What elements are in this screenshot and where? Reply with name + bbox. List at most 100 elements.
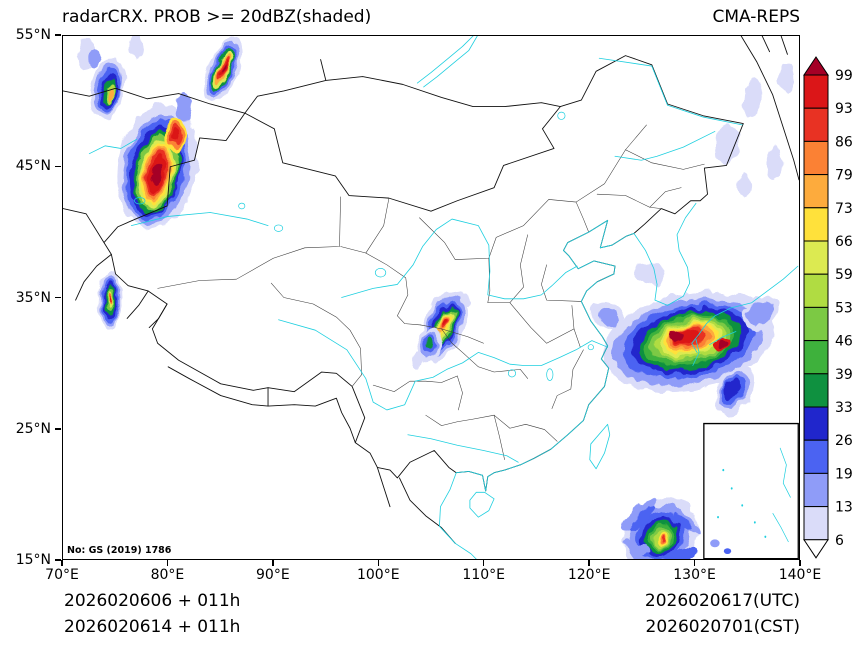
prob-shading-south-typhoon: [622, 540, 650, 557]
inset-island-dot: [717, 515, 719, 519]
prob-shading-east-china-sea: [779, 63, 794, 93]
y-tick-label: 35°N: [15, 289, 51, 306]
inset-island-dot: [722, 468, 725, 472]
tarim-river: [131, 213, 268, 226]
colorbar-extend-bottom: [803, 539, 829, 559]
colorbar-segment: [803, 240, 829, 275]
x-tick: [272, 560, 274, 566]
lake-issykkul: [134, 197, 145, 204]
prob-shading-south-typhoon: [665, 547, 697, 559]
colorbar: 99 93 86 79 73 66 59 53 46 39 33 26 19 13 6: [803, 56, 853, 559]
prob-shading-south-typhoon: [660, 536, 665, 540]
x-tick: [799, 560, 801, 566]
prob-shading-east-china-sea: [719, 339, 728, 347]
colorbar-segment: [803, 273, 829, 308]
province-borders: [158, 125, 705, 460]
x-tick-label: 80°E: [150, 567, 185, 583]
x-tick-label: 120°E: [567, 567, 611, 583]
license-number: No: GS (2019) 1786: [67, 545, 172, 556]
hainan-island: [470, 492, 494, 517]
china-map: [63, 36, 799, 559]
prob-shading-east-china-sea: [765, 147, 783, 179]
model-label: CMA-REPS: [712, 7, 800, 27]
colorbar-label: 86: [835, 134, 853, 150]
south-asia-borders: [168, 367, 455, 544]
inset-island-dot: [753, 521, 756, 524]
colorbar-segment: [803, 406, 829, 441]
mongolia-border: [245, 60, 560, 114]
y-tick-label: 15°N: [15, 552, 51, 568]
inset-shading-speck: [710, 539, 720, 548]
prob-shading-east-china-sea: [747, 300, 773, 326]
y-tick: [55, 296, 61, 299]
y-tick-label: 25°N: [15, 420, 51, 437]
x-tick-label: 130°E: [673, 567, 716, 583]
init-time-cst: 2026020614 + 011h: [64, 617, 241, 637]
prob-shading-central-china: [459, 295, 472, 308]
prob-shading-northwest-cluster: [151, 162, 163, 187]
lake-taihu: [588, 345, 593, 350]
x-tick-label: 90°E: [256, 567, 290, 583]
prob-shading-south-typhoon: [621, 499, 655, 530]
colorbar-segment: [803, 439, 829, 474]
taiwan-island: [590, 424, 610, 468]
prob-shading-south-typhoon: [631, 505, 656, 529]
colorbar-label: 26: [835, 433, 853, 449]
y-tick: [55, 165, 61, 167]
colorbar-segment: [803, 373, 829, 408]
colorbar-segment: [803, 207, 829, 242]
prob-shading-east-china-sea: [598, 308, 619, 329]
colorbar-label: 66: [835, 234, 853, 250]
colorbar-segment: [803, 506, 829, 541]
x-tick: [693, 560, 696, 566]
probability-shading-layer: [77, 36, 794, 559]
prob-shading-northwest-cluster: [89, 49, 100, 68]
colorbar-label: 53: [835, 300, 853, 316]
lake-balkhash: [89, 139, 136, 153]
prob-shading-central-china: [426, 337, 436, 350]
inset-shading-speck: [723, 548, 732, 555]
y-tick: [55, 34, 61, 36]
colorbar-label: 33: [835, 400, 853, 416]
yangtze-river: [279, 320, 608, 410]
lake-hulun: [558, 112, 565, 119]
colorbar-label: 39: [835, 367, 853, 383]
prob-shading-northwest-cluster: [221, 62, 227, 72]
prob-shading-northwest-cluster: [129, 36, 144, 59]
northwest-borders: [63, 88, 245, 327]
prob-shading-east-china-sea: [669, 331, 685, 342]
lake-baikal: [417, 36, 477, 87]
y-tick: [55, 428, 61, 430]
x-tick: [377, 560, 380, 566]
country-borders: [63, 36, 799, 543]
lake-dongting: [508, 370, 515, 377]
prob-shading-south-typhoon: [673, 512, 693, 532]
colorbar-label: 19: [835, 466, 853, 482]
yellow-river: [342, 219, 578, 299]
x-tick: [166, 560, 169, 566]
lake-bosten: [239, 203, 245, 209]
china-coastline: [439, 220, 634, 559]
inset-box: [704, 424, 798, 559]
map-plot: No: GS (2019) 1786: [62, 35, 800, 560]
y-tick-label: 55°N: [15, 27, 51, 43]
x-tick-label: 70°E: [45, 567, 79, 583]
lake-lop: [274, 225, 282, 232]
prob-shading-northwest-cluster: [172, 128, 179, 140]
pearl-river: [408, 435, 518, 462]
colorbar-label: 99: [835, 68, 853, 84]
valid-time-cst: 2026020701(CST): [645, 617, 800, 637]
amur-river: [599, 58, 742, 125]
south-china-sea-inset: [704, 424, 798, 559]
colorbar-label: 6: [835, 533, 844, 549]
songhua-river: [615, 131, 715, 160]
colorbar-label: 13: [835, 500, 853, 516]
init-time-utc: 2026020606 + 011h: [64, 591, 241, 611]
x-tick-label: 100°E: [356, 567, 400, 583]
prob-shading-east-china-sea: [742, 79, 763, 118]
colorbar-label: 46: [835, 334, 853, 350]
korea-coastline: [634, 203, 696, 305]
plot-title: radarCRX. PROB >= 20dBZ(shaded): [62, 7, 372, 27]
prob-shading-east-china-sea: [716, 122, 739, 164]
